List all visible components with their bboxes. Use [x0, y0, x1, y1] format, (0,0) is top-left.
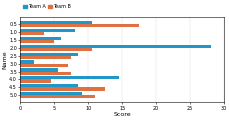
Y-axis label: Name: Name [3, 50, 8, 69]
X-axis label: Score: Score [113, 112, 131, 117]
Bar [20, 45, 210, 48]
Bar [20, 48, 91, 51]
Bar [20, 60, 34, 64]
Bar [20, 37, 61, 40]
Bar [20, 95, 95, 99]
Legend: Team A, Team B: Team A, Team B [23, 4, 71, 9]
Bar [20, 92, 81, 95]
Bar [20, 56, 71, 59]
Bar [20, 68, 57, 72]
Bar [20, 87, 105, 91]
Bar [20, 72, 71, 75]
Bar [20, 24, 139, 27]
Bar [20, 76, 118, 79]
Bar [20, 64, 68, 67]
Bar [20, 40, 54, 43]
Bar [20, 79, 51, 83]
Bar [20, 21, 91, 24]
Bar [20, 84, 78, 87]
Bar [20, 29, 74, 32]
Bar [20, 53, 78, 56]
Bar [20, 32, 44, 35]
